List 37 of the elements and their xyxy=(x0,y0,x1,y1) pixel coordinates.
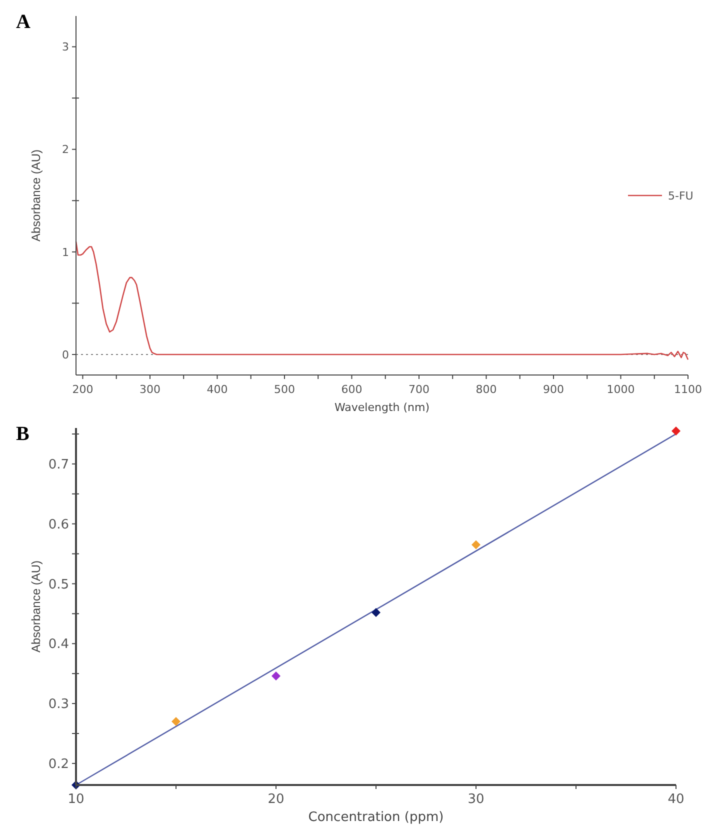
point xyxy=(272,671,280,680)
y-tick-label: 0.5 xyxy=(48,577,69,592)
x-tick-label: 1000 xyxy=(606,383,635,396)
x-tick-label: 400 xyxy=(206,383,228,396)
chart-title: A xyxy=(16,11,31,33)
x-tick-label: 200 xyxy=(72,383,94,396)
point xyxy=(672,426,680,436)
x-tick-label: 700 xyxy=(408,383,430,396)
y-tick-label: 1 xyxy=(62,246,69,259)
y-tick-label: 0.7 xyxy=(48,457,69,472)
x-tick-label: 800 xyxy=(476,383,497,396)
x-tick-label: 900 xyxy=(542,383,564,396)
y-axis-title: Absorbance (AU) xyxy=(29,560,43,653)
x-axis-title: Concentration (ppm) xyxy=(308,810,444,825)
x-tick-label: 500 xyxy=(274,383,295,396)
legend-label: 5-FU xyxy=(668,189,694,202)
x-tick-label: 600 xyxy=(341,383,362,396)
x-tick-label: 30 xyxy=(468,792,484,807)
y-tick-label: 0.3 xyxy=(48,697,69,712)
y-tick-label: 3 xyxy=(62,40,69,54)
y-tick-label: 0.4 xyxy=(48,637,69,652)
x-tick-label: 1100 xyxy=(674,383,702,396)
y-tick-label: 0 xyxy=(62,348,69,362)
point xyxy=(172,717,180,726)
y-tick-label: 0.2 xyxy=(48,756,69,772)
chart-title: B xyxy=(16,423,30,445)
point xyxy=(372,608,380,617)
y-tick-label: 0.6 xyxy=(48,517,69,532)
point xyxy=(472,540,480,550)
y-tick-label: 2 xyxy=(62,143,69,156)
line-series xyxy=(75,241,689,360)
x-tick-label: 10 xyxy=(68,792,84,807)
x-axis-title: Wavelength (nm) xyxy=(334,401,430,414)
x-tick-label: 20 xyxy=(268,792,284,807)
x-tick-label: 40 xyxy=(668,792,684,807)
y-axis-title: Absorbance (AU) xyxy=(29,149,43,242)
x-tick-label: 300 xyxy=(139,383,160,396)
